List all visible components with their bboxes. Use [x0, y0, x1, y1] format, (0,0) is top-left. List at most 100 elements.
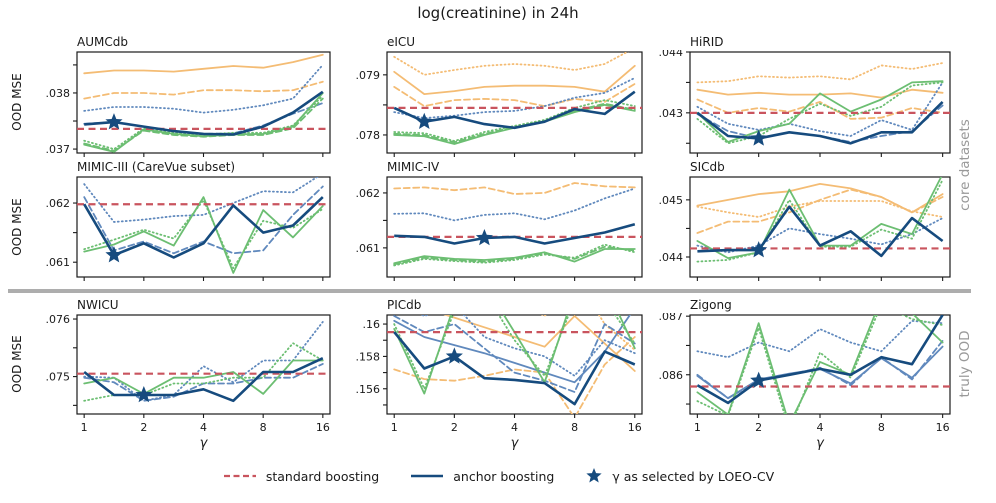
- x-axis-label: γ: [816, 436, 825, 451]
- series-blue-dotted: [393, 76, 636, 119]
- series-anchor-boosting: [696, 315, 944, 405]
- series-orange-dashed: [393, 83, 636, 107]
- y-tick-label: .062: [356, 187, 381, 200]
- chart-canvas: .043 .044: [659, 50, 951, 157]
- series-anchor-boosting: [696, 100, 944, 145]
- series-anchor-boosting: [394, 223, 636, 245]
- series-green-solid: [83, 196, 324, 274]
- series-orange-dashed: [83, 80, 324, 100]
- x-tick-label: 1: [391, 421, 398, 434]
- y-tick-label: .087: [659, 313, 684, 323]
- chart-canvas: 1 2 4 8 16 γ .086 .087: [659, 313, 951, 451]
- series-blue-solid: [393, 315, 632, 384]
- series-anchor-boosting: [84, 90, 324, 136]
- series-green-dotted: [696, 179, 944, 263]
- y-tick-label: .061: [356, 242, 381, 255]
- loeo-cv-star-marker: [750, 241, 768, 258]
- legend-item-anchor-boosting: anchor boosting: [409, 469, 554, 484]
- series-green-solid: [696, 80, 944, 143]
- loeo-cv-star-marker: [445, 347, 463, 364]
- series-anchor-boosting: [393, 331, 636, 406]
- x-tick-label: 16: [628, 421, 642, 434]
- loeo-cv-star-marker: [415, 112, 433, 130]
- chart-canvas: .037 .038: [46, 51, 331, 157]
- chart-canvas: .044 .045: [659, 176, 951, 281]
- chart-canvas: .078 .079: [356, 51, 643, 157]
- row-group-separator: [8, 289, 971, 293]
- y-tick-label: .043: [659, 107, 684, 120]
- series-blue-dotted: [696, 217, 944, 254]
- series-anchor-boosting: [697, 205, 944, 258]
- x-axis-label: γ: [200, 436, 209, 451]
- subplot-zigong: Zigong 1 2 4 8 16 γ .086 .087: [640, 297, 958, 451]
- y-tick-label: .038: [46, 87, 71, 100]
- loeo-cv-star-marker: [750, 129, 768, 146]
- chart-canvas: 1 2 4 8 16 γ .075 .076: [46, 313, 331, 451]
- series-blue-dotted: [83, 63, 324, 114]
- y-axis-label-row3: OOD MSE: [10, 335, 24, 393]
- series-orange-solid: [83, 53, 324, 75]
- x-tick-label: 2: [451, 421, 458, 434]
- series-blue-dotted: [420, 315, 636, 377]
- subplot-title: HiRID: [690, 35, 724, 49]
- x-tick-label: 8: [571, 421, 578, 434]
- series-green-solid: [393, 315, 636, 395]
- subplot-title: MIMIC-IV: [387, 160, 440, 174]
- series-green-dotted: [393, 315, 636, 390]
- series-green-dotted: [83, 199, 324, 269]
- figure-title: log(creatinine) in 24h: [417, 4, 579, 22]
- loeo-cv-star-marker: [750, 371, 768, 388]
- series-green-dotted: [393, 99, 636, 142]
- group-label-truly-ood: truly OOD: [957, 330, 973, 398]
- y-tick-label: .061: [46, 256, 71, 269]
- y-axis-label-row1: OOD MSE: [10, 73, 24, 131]
- series-green-dotted: [393, 243, 636, 267]
- x-tick-label: 4: [511, 421, 518, 434]
- subplot-title: AUMCdb: [77, 35, 128, 49]
- series-green-solid: [696, 315, 944, 414]
- y-tick-label: .075: [46, 371, 71, 384]
- chart-canvas: .061 .062: [46, 176, 331, 281]
- subplot-mimic-iii: MIMIC-III (CareVue subset) .061 .062: [27, 159, 338, 311]
- series-blue-dotted: [393, 187, 636, 222]
- subplot-picdb: PICdb 1 2 4 8 16 γ .156 .158 .16: [337, 297, 650, 451]
- subplot-title: MIMIC-III (CareVue subset): [77, 160, 236, 174]
- series-blue-dashed: [83, 363, 324, 402]
- y-tick-label: .086: [659, 369, 684, 382]
- subplot-title: eICU: [387, 35, 416, 49]
- series-blue-dotted: [696, 320, 944, 359]
- series-orange-dashed: [393, 336, 636, 414]
- series-green-dotted: [696, 81, 944, 145]
- y-tick-label: .076: [46, 313, 71, 326]
- subplot-nwicu: NWICU 1 2 4 8 16 γ .075 .076: [27, 297, 338, 451]
- series-orange-dotted: [696, 62, 944, 84]
- series-orange-solid: [393, 64, 636, 95]
- series-green-dashed: [83, 97, 324, 152]
- chart-canvas: 1 2 4 8 16 γ .156 .158 .16: [356, 314, 643, 451]
- x-tick-label: 2: [140, 421, 147, 434]
- group-label-core-datasets: core datasets: [957, 119, 973, 211]
- y-axis-label-row2: OOD MSE: [10, 198, 24, 256]
- y-tick-label: .16: [363, 318, 381, 331]
- chart-canvas: .061 .062: [356, 176, 643, 281]
- subplot-aumcdb: AUMCdb .037 .038: [27, 34, 338, 187]
- legend-item-loeo-star: γ as selected by LOEO-CV: [584, 467, 774, 485]
- loeo-cv-star-marker: [105, 113, 123, 130]
- x-tick-label: 16: [316, 421, 330, 434]
- loeo-cv-star-marker: [475, 228, 493, 246]
- subplot-eicu: eICU .078 .079: [337, 34, 650, 187]
- legend-item-standard-boosting: standard boosting: [222, 469, 379, 484]
- x-axis-label: γ: [511, 436, 520, 451]
- dashed-line-swatch-icon: [223, 474, 256, 478]
- y-tick-label: .037: [46, 143, 71, 156]
- y-tick-label: .044: [659, 50, 684, 59]
- subplot-title: SICdb: [690, 160, 725, 174]
- series-orange-dotted: [393, 52, 629, 76]
- x-tick-label: 8: [878, 421, 885, 434]
- solid-line-swatch-icon: [411, 474, 444, 478]
- series-blue-dotted: [83, 320, 324, 402]
- y-tick-label: .079: [356, 69, 381, 82]
- series-anchor-boosting: [83, 196, 324, 259]
- series-green-solid: [393, 248, 636, 265]
